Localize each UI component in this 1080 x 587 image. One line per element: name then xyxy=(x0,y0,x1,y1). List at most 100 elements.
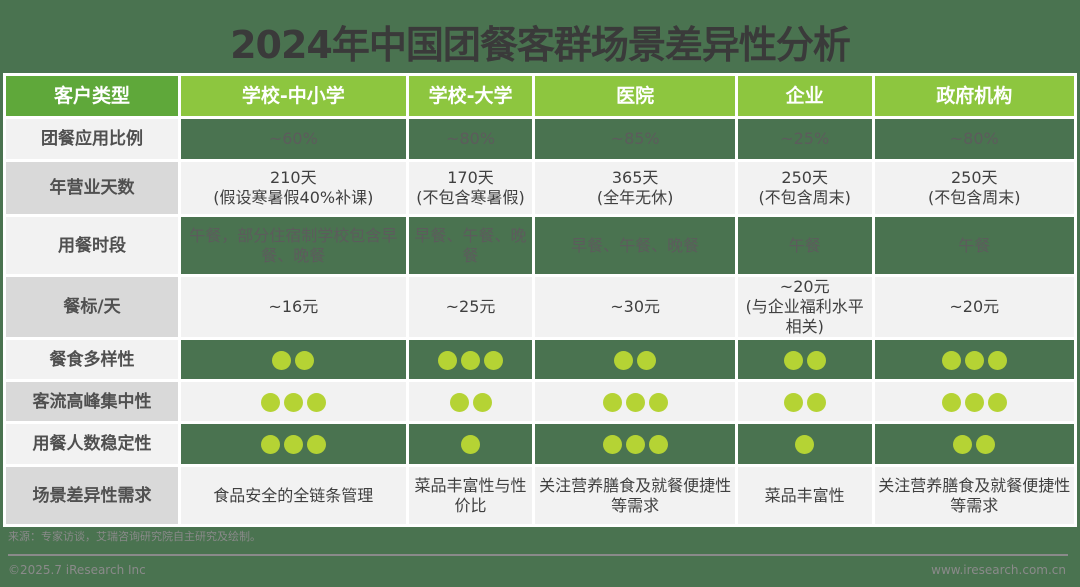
rating-cell xyxy=(181,424,406,464)
table-cell: 170天 (不包含寒暑假) xyxy=(408,162,533,214)
row-label: 餐标/天 xyxy=(6,277,178,337)
rating-dot-icon xyxy=(625,392,645,412)
rating-dot-icon xyxy=(283,435,303,454)
row-label: 用餐人数稳定性 xyxy=(6,424,178,464)
table-cell: ~25元 xyxy=(408,277,533,337)
table-cell: 365天 (全年无休) xyxy=(535,162,735,214)
rating-dot-icon xyxy=(964,392,984,412)
table-row: 年营业天数 210天 (假设寒暑假40%补课) 170天 (不包含寒暑假) 365天 … xyxy=(6,162,1074,214)
rating-dot-icon xyxy=(461,435,481,454)
rating-dot-icon xyxy=(648,392,668,412)
table-cell: 菜品丰富性与性价比 xyxy=(408,467,533,524)
table-cell: 210天 (假设寒暑假40%补课) xyxy=(181,162,406,214)
rating-dot-icon xyxy=(306,435,326,454)
rating-dot-icon xyxy=(941,392,961,412)
table-cell: 菜品丰富性 xyxy=(737,467,872,524)
column-header: 学校-中小学 xyxy=(181,76,406,116)
rating-cell xyxy=(408,382,533,421)
rating-dot-icon xyxy=(987,350,1007,370)
table-cell: 早餐、午餐、晚餐 xyxy=(408,217,533,274)
row-label: 客流高峰集中性 xyxy=(6,382,178,421)
rating-dot-icon xyxy=(295,350,315,370)
rating-dot-icon xyxy=(795,435,815,454)
table-row: 用餐时段 午餐，部分住宿制学校包含早餐、晚餐 早餐、午餐、晚餐 早餐、午餐、晚餐 午餐午… xyxy=(6,217,1074,274)
rating-cell xyxy=(874,340,1074,379)
header-row: 客户类型 学校-中小学 学校-大学 医院 企业 政府机构 xyxy=(6,76,1074,116)
rating-cell xyxy=(737,340,872,379)
rating-dot-icon xyxy=(484,350,504,370)
rating-dot-icon xyxy=(260,435,280,454)
rating-dot-icon xyxy=(941,350,961,370)
table-row: 团餐应用比例 ~60% ~80% ~85% ~25% ~80% xyxy=(6,119,1074,159)
rating-cell xyxy=(535,340,735,379)
row-label: 团餐应用比例 xyxy=(6,119,178,159)
rating-cell xyxy=(408,340,533,379)
table-cell: ~25% xyxy=(737,119,872,159)
rating-dot-icon xyxy=(806,392,826,412)
table-cell: 关注营养膳食及就餐便捷性等需求 xyxy=(874,467,1074,524)
table-row: 用餐人数稳定性 xyxy=(6,424,1074,464)
table-cell: ~85% xyxy=(535,119,735,159)
rating-dot-icon xyxy=(806,350,826,370)
rating-cell xyxy=(737,424,872,464)
row-label: 场景差异性需求 xyxy=(6,467,178,524)
column-header: 学校-大学 xyxy=(408,76,533,116)
table-cell: 250天 (不包含周末) xyxy=(874,162,1074,214)
table-row: 客流高峰集中性 xyxy=(6,382,1074,421)
column-header: 客户类型 xyxy=(6,76,178,116)
column-header: 医院 xyxy=(535,76,735,116)
rating-dot-icon xyxy=(783,392,803,412)
table-row: 餐标/天 ~16元 ~25元 ~30元 ~20元 (与企业福利水平相关) ~20元 xyxy=(6,277,1074,337)
rating-cell xyxy=(874,424,1074,464)
rating-dot-icon xyxy=(306,392,326,412)
rating-dot-icon xyxy=(472,392,492,412)
table-cell: 关注营养膳食及就餐便捷性等需求 xyxy=(535,467,735,524)
row-label: 用餐时段 xyxy=(6,217,178,274)
rating-dot-icon xyxy=(648,435,668,454)
table-cell: 食品安全的全链条管理 xyxy=(181,467,406,524)
rating-dot-icon xyxy=(449,392,469,412)
rating-dot-icon xyxy=(637,350,657,370)
website: www.iresearch.com.cn xyxy=(931,563,1066,577)
divider xyxy=(8,554,1068,556)
rating-dot-icon xyxy=(964,350,984,370)
rating-cell xyxy=(874,382,1074,421)
table-cell: 午餐，部分住宿制学校包含早餐、晚餐 xyxy=(181,217,406,274)
rating-dot-icon xyxy=(602,435,622,454)
rating-dot-icon xyxy=(272,350,292,370)
table-cell: ~20元 (与企业福利水平相关) xyxy=(737,277,872,337)
rating-dot-icon xyxy=(438,350,458,370)
rating-cell xyxy=(535,424,735,464)
table-cell: ~80% xyxy=(408,119,533,159)
table-cell: ~20元 xyxy=(874,277,1074,337)
rating-dot-icon xyxy=(625,435,645,454)
rating-cell xyxy=(408,424,533,464)
table-cell: ~80% xyxy=(874,119,1074,159)
rating-dot-icon xyxy=(602,392,622,412)
rating-dot-icon xyxy=(614,350,634,370)
rating-cell xyxy=(181,340,406,379)
table-cell: 午餐 xyxy=(737,217,872,274)
table-row: 餐食多样性 xyxy=(6,340,1074,379)
rating-dot-icon xyxy=(783,350,803,370)
copyright: ©2025.7 iResearch Inc xyxy=(8,563,146,577)
comparison-table: 客户类型 学校-中小学 学校-大学 医院 企业 政府机构 团餐应用比例 ~60% ~80% ~8… xyxy=(3,73,1077,527)
table-cell: ~16元 xyxy=(181,277,406,337)
table-cell: ~60% xyxy=(181,119,406,159)
rating-cell xyxy=(181,382,406,421)
source-note: 来源：专家访谈，艾瑞咨询研究院自主研究及绘制。 xyxy=(8,530,261,543)
rating-dot-icon xyxy=(987,392,1007,412)
rating-dot-icon xyxy=(461,350,481,370)
table-row: 场景差异性需求 食品安全的全链条管理 菜品丰富性与性价比 关注营养膳食及就餐便捷性等需… xyxy=(6,467,1074,524)
table-cell: 午餐 xyxy=(874,217,1074,274)
column-header: 政府机构 xyxy=(874,76,1074,116)
rating-cell xyxy=(535,382,735,421)
row-label: 餐食多样性 xyxy=(6,340,178,379)
rating-dot-icon xyxy=(976,435,996,454)
table-cell: 250天 (不包含周末) xyxy=(737,162,872,214)
rating-dot-icon xyxy=(283,392,303,412)
row-label: 年营业天数 xyxy=(6,162,178,214)
rating-cell xyxy=(737,382,872,421)
page-title: 2024年中国团餐客群场景差异性分析 xyxy=(230,23,851,67)
table-cell: 早餐、午餐、晚餐 xyxy=(535,217,735,274)
